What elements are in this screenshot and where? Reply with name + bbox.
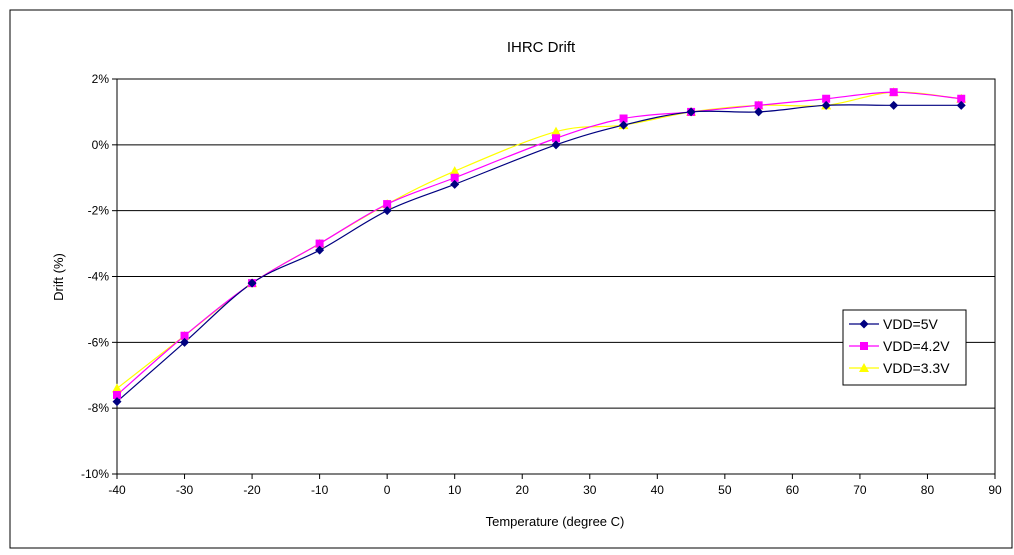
data-point-series-1 [552, 134, 560, 143]
data-point-series-0 [247, 278, 257, 288]
data-point-series-1 [754, 101, 763, 110]
data-point-series-1 [450, 173, 459, 182]
legend-label-1: VDD=4.2V [883, 338, 950, 354]
y-tick-label: -8% [88, 401, 110, 415]
data-point-series-1 [619, 114, 628, 123]
x-tick-label: 60 [786, 483, 800, 497]
y-tick-label: -2% [88, 204, 110, 218]
y-tick-label: -10% [81, 467, 109, 481]
data-point-series-1 [113, 391, 121, 399]
data-point-series-0 [821, 100, 831, 110]
data-point-series-0 [551, 140, 561, 150]
x-tick-label: 0 [384, 483, 391, 497]
legend-marker-2 [859, 363, 869, 372]
data-point-series-1 [383, 200, 392, 209]
data-point-series-0 [315, 245, 325, 255]
x-tick-label: 80 [921, 483, 935, 497]
data-point-series-0 [382, 206, 392, 216]
data-point-series-0 [619, 120, 629, 130]
y-tick-label: 0% [92, 138, 110, 152]
x-axis-label: Temperature (degree C) [486, 514, 625, 529]
legend-marker-1 [860, 342, 868, 350]
data-point-series-0 [450, 179, 460, 189]
data-point-series-1 [957, 94, 966, 103]
legend: VDD=5V VDD=4.2V VDD=3.3V [842, 309, 967, 386]
chart-title: IHRC Drift [507, 39, 576, 56]
y-axis-label: Drift (%) [51, 253, 66, 301]
data-point-series-0 [956, 100, 966, 110]
data-point-series-1 [889, 88, 898, 97]
data-point-series-1 [822, 94, 831, 103]
data-point-series-1 [180, 331, 189, 340]
x-tick-label: -20 [243, 483, 261, 497]
x-tick-label: 20 [516, 483, 530, 497]
y-tick-label: -6% [88, 335, 110, 349]
plot-area: -10% -8% -6% -4% -2% 0% 2% -40 -30 -20 -10 0 10 20 30 4… [81, 72, 1002, 497]
legend-label-2: VDD=3.3V [883, 360, 950, 376]
x-tick-label: -10 [311, 483, 329, 497]
y-tick-label: -4% [88, 270, 110, 284]
data-point-series-0 [112, 397, 122, 407]
data-point-series-1 [315, 239, 324, 248]
chart-outer-frame [9, 9, 1013, 549]
data-point-series-0 [180, 337, 190, 347]
x-tick-label: 70 [853, 483, 867, 497]
data-point-series-2 [449, 166, 460, 176]
data-point-series-2 [112, 383, 122, 393]
legend-marker-0 [859, 319, 869, 329]
legend-label-0: VDD=5V [883, 316, 939, 332]
data-point-series-0 [754, 107, 764, 117]
x-tick-label: -30 [176, 483, 194, 497]
x-tick-label: 90 [988, 483, 1002, 497]
data-point-series-0 [686, 107, 696, 117]
y-tick-label: 2% [92, 72, 110, 86]
x-tick-label: 30 [583, 483, 597, 497]
x-tick-label: 50 [718, 483, 732, 497]
data-point-series-0 [889, 100, 899, 110]
x-tick-label: 40 [651, 483, 665, 497]
x-tick-label: 10 [448, 483, 462, 497]
data-point-series-2 [551, 126, 561, 136]
x-tick-label: -40 [108, 483, 126, 497]
